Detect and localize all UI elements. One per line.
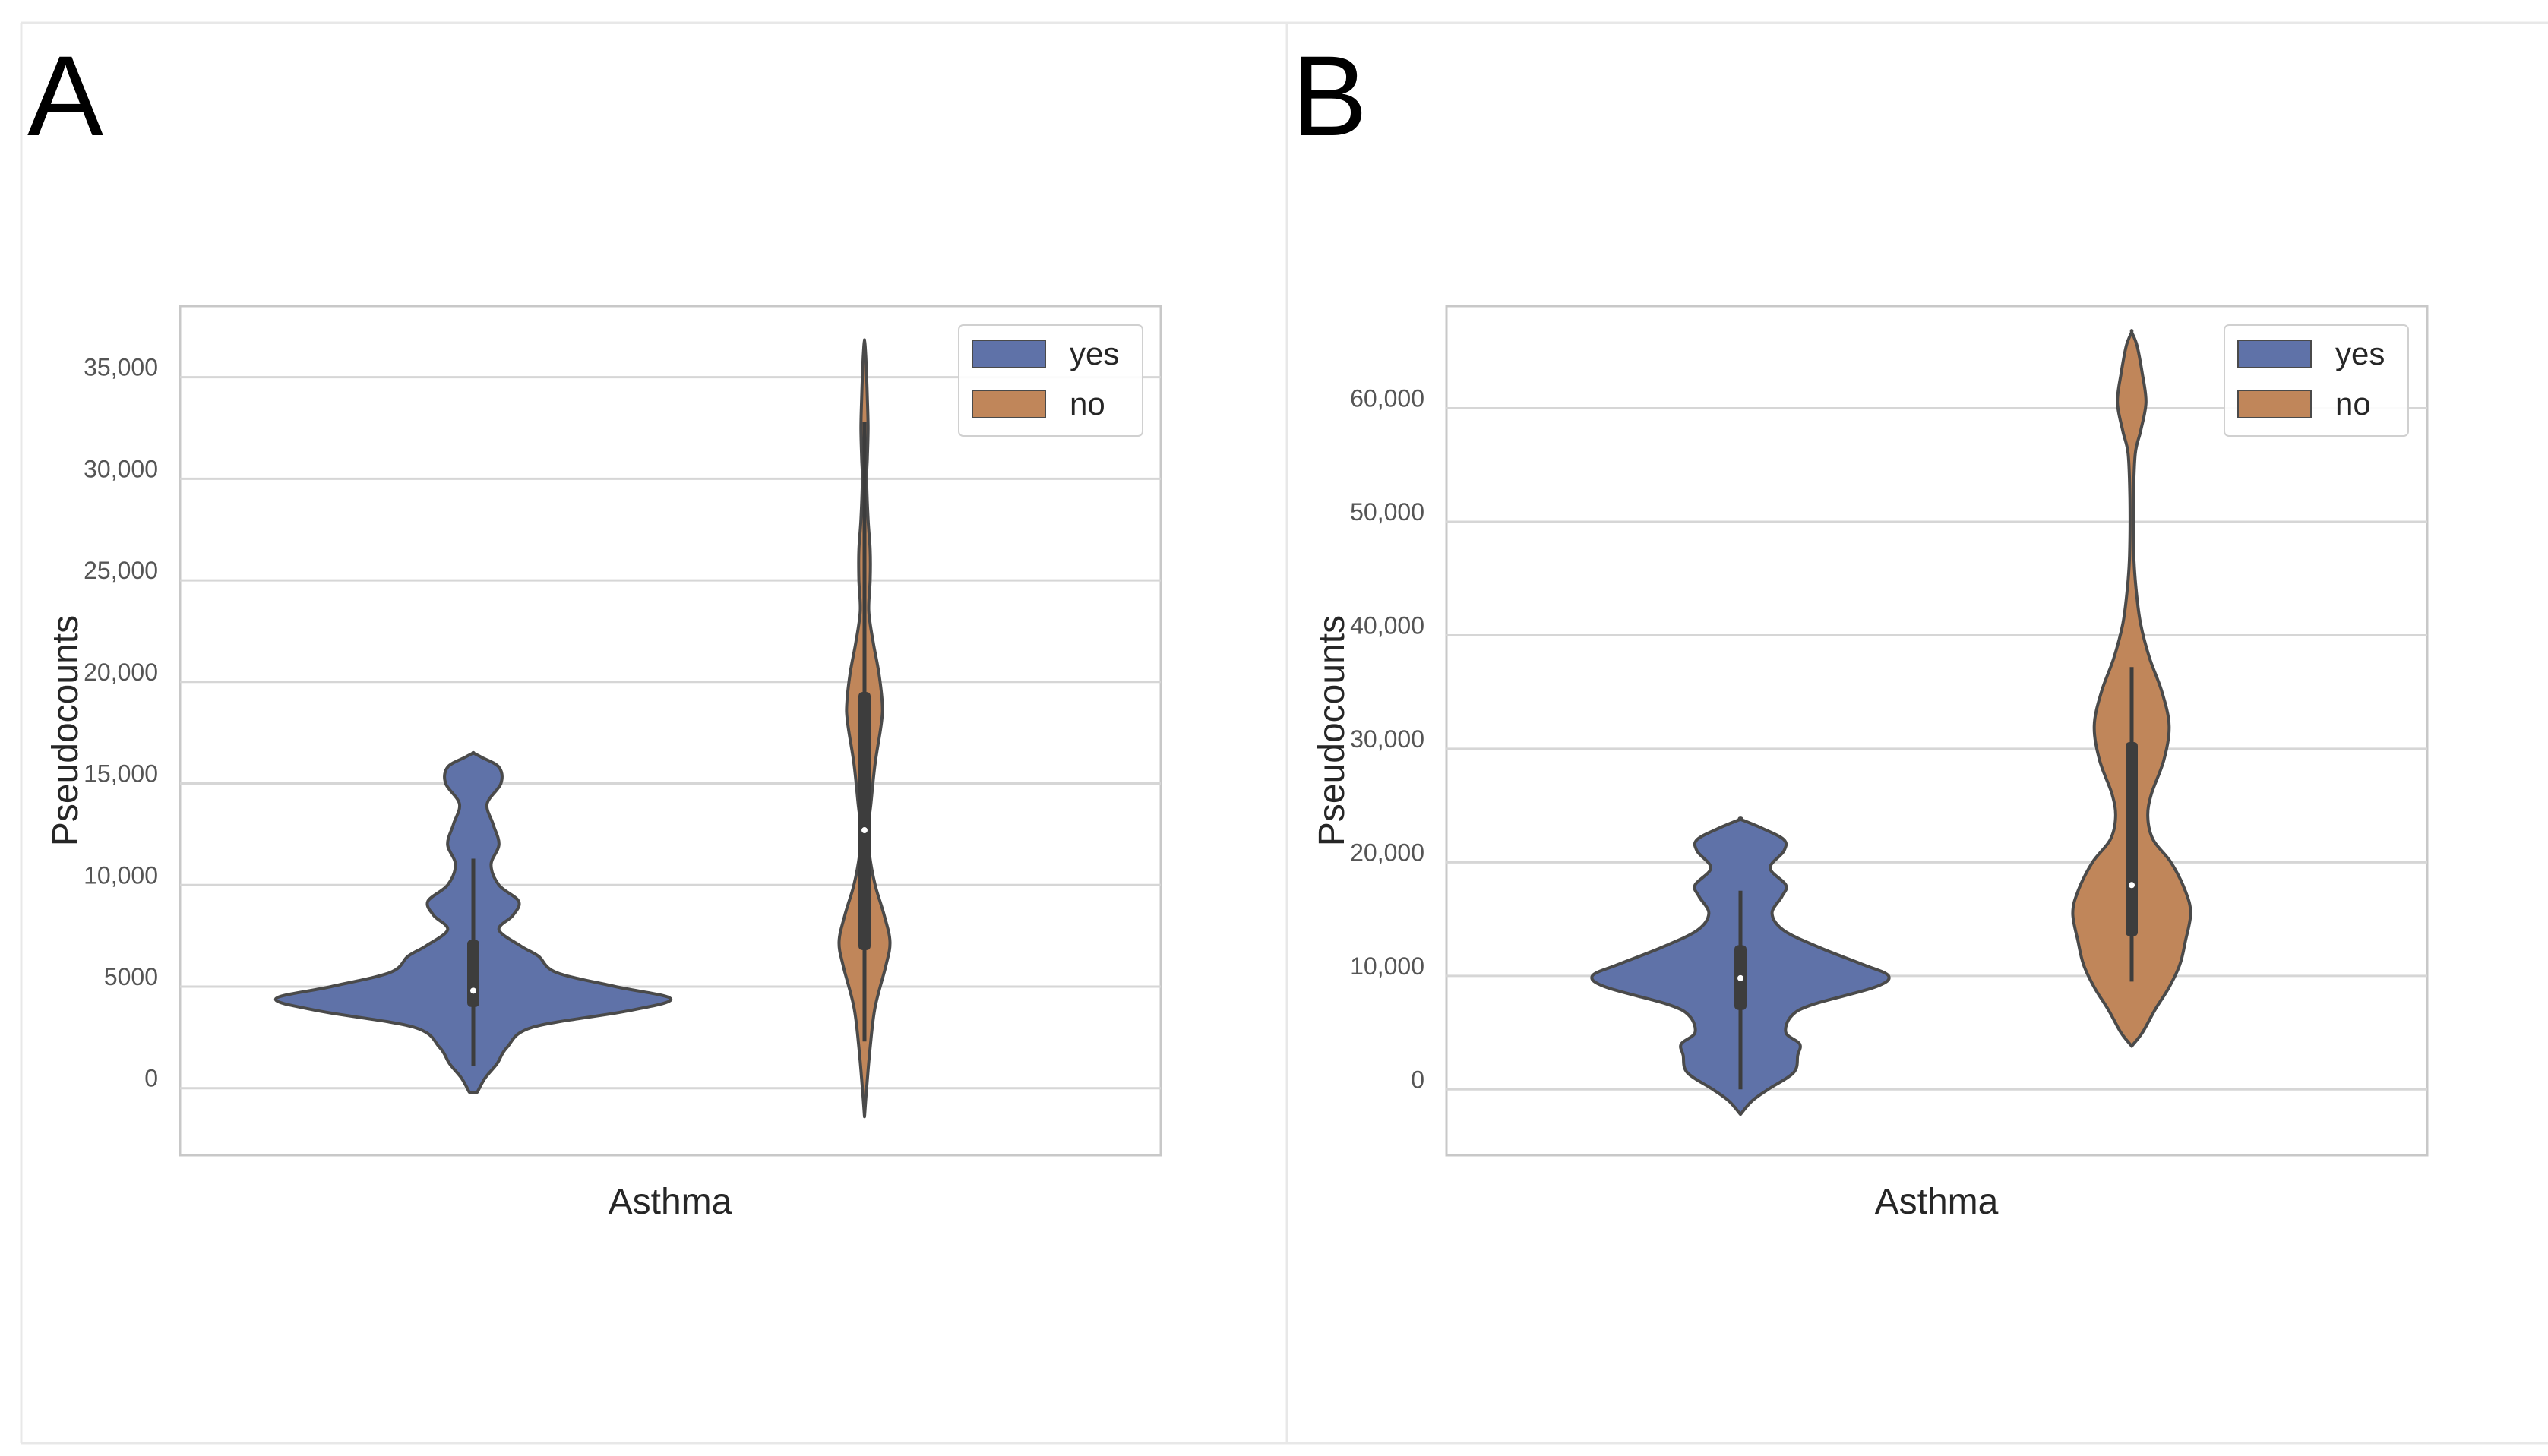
legend-label-no: no (2335, 386, 2371, 422)
x-axis-label: Asthma (1875, 1182, 1999, 1222)
y-tick-label: 25,000 (84, 557, 158, 584)
y-tick-label: 35,000 (84, 354, 158, 381)
legend-swatch-yes (2237, 340, 2312, 368)
y-axis-label: Pseudocounts (46, 615, 86, 846)
legend-label-yes: yes (1070, 336, 1119, 371)
plot-area (1445, 305, 2429, 1157)
legend: yes no (2224, 324, 2409, 437)
y-tick-label: 30,000 (1350, 725, 1424, 753)
y-tick-label: 15,000 (84, 760, 158, 788)
legend: yes no (958, 324, 1143, 437)
y-tick-label: 20,000 (84, 659, 158, 686)
legend-swatch-yes (972, 340, 1046, 368)
y-tick-label: 10,000 (1350, 952, 1424, 980)
median-yes (470, 987, 476, 994)
median-no (2129, 882, 2135, 889)
median-yes (1737, 974, 1743, 981)
y-tick-label: 0 (1411, 1066, 1424, 1093)
y-tick-label: 5000 (104, 963, 158, 990)
y-tick-label: 60,000 (1350, 385, 1424, 412)
violin-chart-b: 0 10,000 20,000 30,000 40,000 50,000 60,000 Ast… (1312, 305, 2429, 1222)
legend-swatch-no (2237, 390, 2312, 418)
y-tick-label: 50,000 (1350, 498, 1424, 526)
iqr-box-yes (467, 940, 479, 1007)
legend-swatch-no (972, 390, 1046, 418)
y-tick-label: 30,000 (84, 455, 158, 482)
legend-label-yes: yes (2335, 336, 2385, 371)
iqr-box-no (858, 692, 871, 950)
y-tick-label: 0 (144, 1065, 158, 1092)
panel-letter-a: A (27, 32, 103, 159)
y-tick-label: 40,000 (1350, 611, 1424, 639)
y-tick-label: 10,000 (84, 861, 158, 889)
legend-label-no: no (1070, 386, 1105, 422)
panel-letter-b: B (1291, 32, 1367, 159)
median-no (861, 827, 868, 834)
y-axis-label: Pseudocounts (1312, 615, 1352, 846)
violin-chart-a: 0 5000 10,000 15,000 20,000 25,000 30,000 35,00… (46, 305, 1162, 1222)
y-tick-label: 20,000 (1350, 839, 1424, 866)
iqr-box-no (2126, 741, 2138, 936)
x-axis-label: Asthma (609, 1182, 732, 1222)
